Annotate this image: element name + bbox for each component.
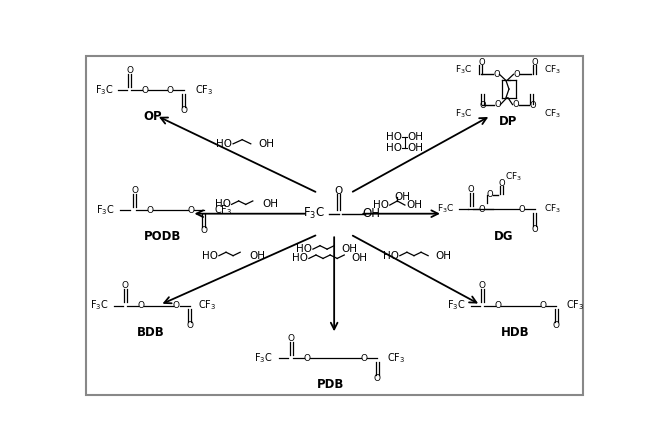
Text: O: O	[480, 101, 486, 110]
Text: O: O	[498, 179, 505, 188]
Text: O: O	[532, 58, 539, 67]
Text: OH: OH	[395, 192, 411, 202]
Text: PODB: PODB	[143, 230, 181, 243]
Text: HO: HO	[387, 132, 402, 142]
Text: $\mathregular{CF_3}$: $\mathregular{CF_3}$	[198, 299, 216, 312]
Text: $\mathregular{F_3C}$: $\mathregular{F_3C}$	[95, 84, 113, 97]
Text: O: O	[512, 100, 519, 109]
Text: O: O	[122, 281, 129, 290]
Text: $\mathregular{F_3C}$: $\mathregular{F_3C}$	[455, 64, 473, 76]
Text: $\mathregular{CF_3}$: $\mathregular{CF_3}$	[214, 203, 232, 217]
Text: O: O	[200, 226, 207, 235]
Text: HO: HO	[373, 200, 389, 210]
Text: HO: HO	[216, 139, 232, 149]
Text: O: O	[303, 354, 310, 363]
Text: $\mathregular{F_3C}$: $\mathregular{F_3C}$	[96, 203, 115, 217]
Text: O: O	[288, 334, 295, 343]
Text: O: O	[374, 374, 381, 383]
Text: HO: HO	[383, 251, 399, 261]
Text: DG: DG	[494, 230, 513, 243]
Text: O: O	[540, 301, 547, 310]
Text: O: O	[187, 206, 194, 215]
Text: O: O	[167, 86, 174, 95]
Text: O: O	[467, 185, 475, 194]
Text: BDB: BDB	[137, 326, 164, 339]
Text: $\mathregular{CF_3}$: $\mathregular{CF_3}$	[544, 203, 561, 215]
Text: OH: OH	[408, 132, 423, 142]
Text: OH: OH	[408, 143, 423, 153]
Text: OP: OP	[143, 110, 162, 123]
Text: O: O	[479, 58, 485, 67]
Text: $\mathregular{F_3C}$: $\mathregular{F_3C}$	[90, 299, 108, 312]
Text: O: O	[494, 100, 501, 109]
Text: OH: OH	[351, 253, 367, 263]
Text: O: O	[518, 205, 525, 214]
Text: OH: OH	[341, 244, 357, 254]
Text: O: O	[180, 106, 187, 115]
Text: PDB: PDB	[317, 378, 344, 391]
Text: OH: OH	[258, 139, 274, 149]
Text: O: O	[131, 186, 138, 195]
Text: OH: OH	[262, 199, 278, 209]
Text: OH: OH	[406, 200, 422, 210]
Text: O: O	[479, 281, 486, 290]
Text: $\mathregular{CF_3}$: $\mathregular{CF_3}$	[387, 351, 405, 365]
Text: $\mathregular{CF_3}$: $\mathregular{CF_3}$	[544, 64, 561, 76]
Text: O: O	[173, 301, 180, 310]
Text: HO: HO	[292, 253, 308, 263]
Text: OH: OH	[249, 251, 265, 261]
Text: $\mathregular{F_3C}$: $\mathregular{F_3C}$	[447, 299, 466, 312]
Text: O: O	[494, 301, 501, 310]
Text: O: O	[361, 354, 368, 363]
Text: DP: DP	[499, 114, 518, 127]
Text: HO: HO	[215, 199, 231, 209]
Text: $\mathregular{F_3C}$: $\mathregular{F_3C}$	[437, 203, 454, 215]
Text: HO: HO	[296, 244, 312, 254]
Text: O: O	[334, 186, 343, 196]
Text: HO: HO	[387, 143, 402, 153]
Text: O: O	[531, 225, 538, 234]
Text: O: O	[126, 66, 133, 75]
Text: O: O	[141, 86, 149, 95]
Text: $\mathregular{F_3C}$: $\mathregular{F_3C}$	[455, 108, 473, 121]
Text: O: O	[479, 205, 486, 214]
Text: O: O	[529, 101, 536, 110]
Text: O: O	[513, 70, 520, 79]
Text: OH: OH	[436, 251, 451, 261]
Text: O: O	[487, 190, 494, 199]
Text: $\mathregular{CF_3}$: $\mathregular{CF_3}$	[195, 84, 213, 97]
Text: $\mathregular{CF_3}$: $\mathregular{CF_3}$	[544, 108, 561, 121]
Text: $\mathregular{F_3C}$: $\mathregular{F_3C}$	[303, 206, 325, 221]
Text: O: O	[138, 301, 145, 310]
Text: $\mathregular{CF_3}$: $\mathregular{CF_3}$	[505, 170, 522, 183]
Text: $\mathregular{F_3C}$: $\mathregular{F_3C}$	[254, 351, 273, 365]
Text: O: O	[186, 321, 193, 330]
Text: O: O	[147, 206, 154, 215]
Text: HDB: HDB	[501, 326, 529, 339]
Text: HO: HO	[202, 251, 218, 261]
Text: $\mathregular{CF_3}$: $\mathregular{CF_3}$	[565, 299, 584, 312]
Text: O: O	[493, 70, 499, 79]
Text: O: O	[553, 321, 560, 330]
Text: OH: OH	[363, 207, 381, 220]
